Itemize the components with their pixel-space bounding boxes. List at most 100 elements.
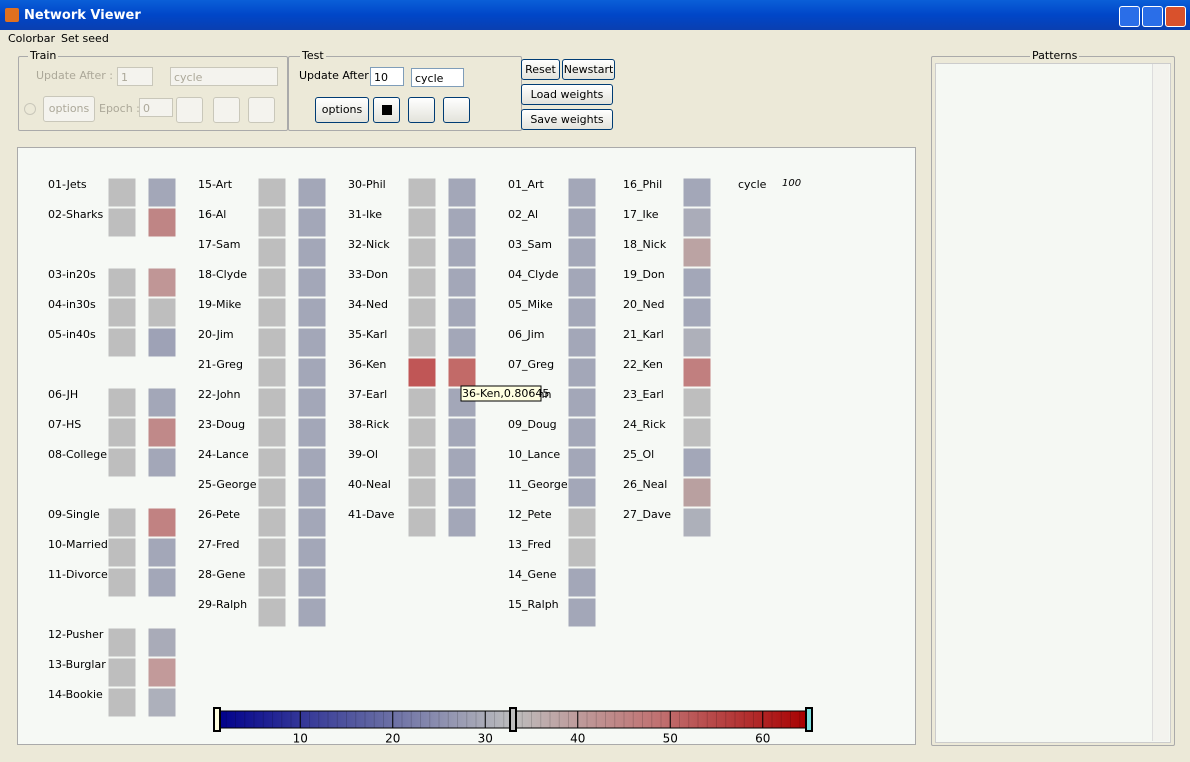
unit-cell — [147, 177, 177, 208]
unit-label: 37-Earl — [348, 388, 387, 401]
maximize-button[interactable] — [1142, 6, 1163, 27]
unit-cell — [407, 477, 437, 508]
colorbar-tick-label: 30 — [478, 732, 493, 746]
reset-button[interactable]: Reset — [521, 59, 560, 80]
unit-cell — [297, 567, 327, 598]
unit-label: 40-Neal — [348, 478, 391, 491]
unit-cell — [297, 297, 327, 328]
run-button[interactable] — [408, 97, 435, 123]
unit-cell — [107, 207, 137, 238]
unit-cell — [447, 267, 477, 298]
unit-cell — [567, 597, 597, 628]
unit-label: 27_Dave — [623, 508, 671, 521]
label: Update After : — [299, 69, 376, 82]
unit-cell — [682, 207, 712, 238]
unit-label: 12-Pusher — [48, 628, 104, 641]
step-button[interactable] — [248, 97, 275, 123]
label: Update After : — [36, 69, 113, 82]
unit-cell — [257, 507, 287, 538]
colorbar-handle — [805, 707, 813, 732]
save-weights-button[interactable]: Save weights — [521, 109, 613, 130]
unit-cell — [297, 177, 327, 208]
newstart-button[interactable]: Newstart — [562, 59, 615, 80]
options-button[interactable]: options — [315, 97, 369, 123]
update-after-input[interactable]: 10 — [370, 67, 404, 86]
patterns-list[interactable] — [935, 63, 1171, 743]
update-after-input[interactable]: 1 — [117, 67, 153, 86]
unit-label: 33-Don — [348, 268, 388, 281]
stop-button[interactable] — [176, 97, 203, 123]
unit-label: 03-in20s — [48, 268, 96, 281]
unit-cell — [407, 357, 437, 388]
unit-cell — [297, 537, 327, 568]
unit-label: 01-Jets — [48, 178, 87, 191]
load-weights-button[interactable]: Load weights — [521, 84, 613, 105]
scrollbar[interactable] — [1152, 64, 1169, 741]
unit-label: 17_Ike — [623, 208, 659, 221]
unit-cell — [567, 387, 597, 418]
unit-label: 08-College — [48, 448, 107, 461]
colorbar-tick-label: 10 — [293, 732, 308, 746]
unit-label: 04_Clyde — [508, 268, 559, 281]
epoch-input[interactable]: 0 — [139, 98, 173, 117]
mode-select[interactable]: cycle — [170, 67, 278, 86]
unit-label: 39-Ol — [348, 448, 378, 461]
unit-cell — [447, 207, 477, 238]
unit-label: 13_Fred — [508, 538, 551, 551]
unit-label: 38-Rick — [348, 418, 390, 431]
unit-cell — [682, 177, 712, 208]
unit-label: 34-Ned — [348, 298, 388, 311]
unit-label: 10_Lance — [508, 448, 560, 461]
unit-label: 19_Don — [623, 268, 665, 281]
unit-cell — [407, 207, 437, 238]
tooltip: 36-Ken,0.80645 — [462, 387, 549, 400]
unit-cell — [567, 267, 597, 298]
colorbar-tick-label: 40 — [570, 732, 585, 746]
unit-cell — [147, 417, 177, 448]
unit-label: 25_Ol — [623, 448, 654, 461]
unit-cell — [257, 417, 287, 448]
unit-label: 15_Ralph — [508, 598, 559, 611]
unit-label: 26-Pete — [198, 508, 240, 521]
unit-cell — [297, 477, 327, 508]
mode-select[interactable]: cycle — [411, 68, 464, 87]
run-button[interactable] — [213, 97, 240, 123]
unit-label: 03_Sam — [508, 238, 552, 251]
unit-cell — [147, 207, 177, 238]
train-panel — [18, 56, 288, 131]
unit-cell — [567, 237, 597, 268]
unit-cell — [257, 597, 287, 628]
radio[interactable] — [24, 103, 36, 115]
unit-cell — [147, 297, 177, 328]
unit-cell — [147, 447, 177, 478]
unit-cell — [107, 537, 137, 568]
close-button[interactable] — [1165, 6, 1186, 27]
unit-cell — [147, 627, 177, 658]
unit-label: 14-Bookie — [48, 688, 103, 701]
unit-label: 23_Earl — [623, 388, 664, 401]
unit-label: 11_George — [508, 478, 568, 491]
unit-cell — [257, 567, 287, 598]
unit-cell — [107, 177, 137, 208]
unit-label: 05_Mike — [508, 298, 553, 311]
app-icon — [5, 8, 19, 22]
menu-item[interactable]: Set seed — [61, 32, 109, 45]
unit-cell — [682, 357, 712, 388]
unit-cell — [567, 507, 597, 538]
options-button[interactable]: options — [43, 96, 95, 122]
unit-cell — [147, 657, 177, 688]
minimize-button[interactable] — [1119, 6, 1140, 27]
unit-label: 14_Gene — [508, 568, 557, 581]
unit-cell — [447, 357, 477, 388]
step-button[interactable] — [443, 97, 470, 123]
menu-item[interactable]: Colorbar — [8, 32, 55, 45]
unit-cell — [297, 507, 327, 538]
unit-cell — [567, 207, 597, 238]
stop-button[interactable] — [373, 97, 400, 123]
unit-cell — [257, 297, 287, 328]
unit-label: 06_Jim — [508, 328, 545, 341]
unit-cell — [297, 357, 327, 388]
unit-cell — [447, 417, 477, 448]
unit-cell — [297, 417, 327, 448]
